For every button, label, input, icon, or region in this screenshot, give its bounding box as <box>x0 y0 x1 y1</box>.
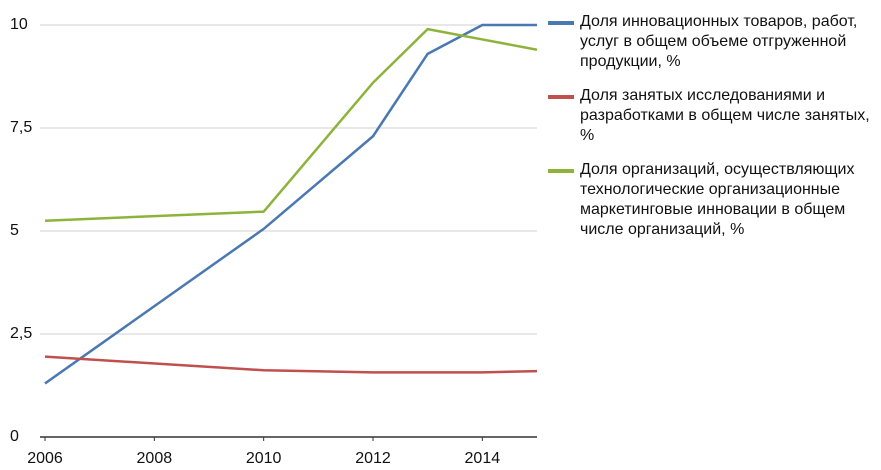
series-line <box>44 27 538 222</box>
legend-swatch <box>548 169 574 173</box>
y-tick-label: 5 <box>10 222 19 239</box>
legend-swatch <box>548 21 574 25</box>
legend: Доля инновационных товаров, работ, услуг… <box>548 12 878 254</box>
x-tick-label: 2010 <box>246 450 282 467</box>
legend-label: Доля занятых исследованиями и разработка… <box>580 87 870 144</box>
x-tick-label: 2008 <box>137 450 173 467</box>
legend-item: Доля инновационных товаров, работ, услуг… <box>548 12 878 72</box>
legend-item: Доля организаций, осуществляющих техноло… <box>548 160 878 240</box>
chart: 0 2,5 5 7,5 10 2006 2008 2010 2012 2014 <box>10 16 538 467</box>
legend-item: Доля занятых исследованиями и разработка… <box>548 86 878 146</box>
x-tick-label: 2014 <box>465 450 501 467</box>
y-tick-label: 7,5 <box>10 119 32 136</box>
legend-label: Доля организаций, осуществляющих техноло… <box>580 161 855 238</box>
y-tick-label: 0 <box>10 428 19 445</box>
y-tick-label: 2,5 <box>10 325 32 342</box>
series-line <box>44 23 537 385</box>
x-tick-label: 2006 <box>27 450 63 467</box>
y-tick-label: 10 <box>10 16 28 33</box>
legend-swatch <box>548 95 574 99</box>
series-line <box>44 355 538 374</box>
legend-label: Доля инновационных товаров, работ, услуг… <box>580 13 858 70</box>
x-tick-label: 2012 <box>355 450 391 467</box>
